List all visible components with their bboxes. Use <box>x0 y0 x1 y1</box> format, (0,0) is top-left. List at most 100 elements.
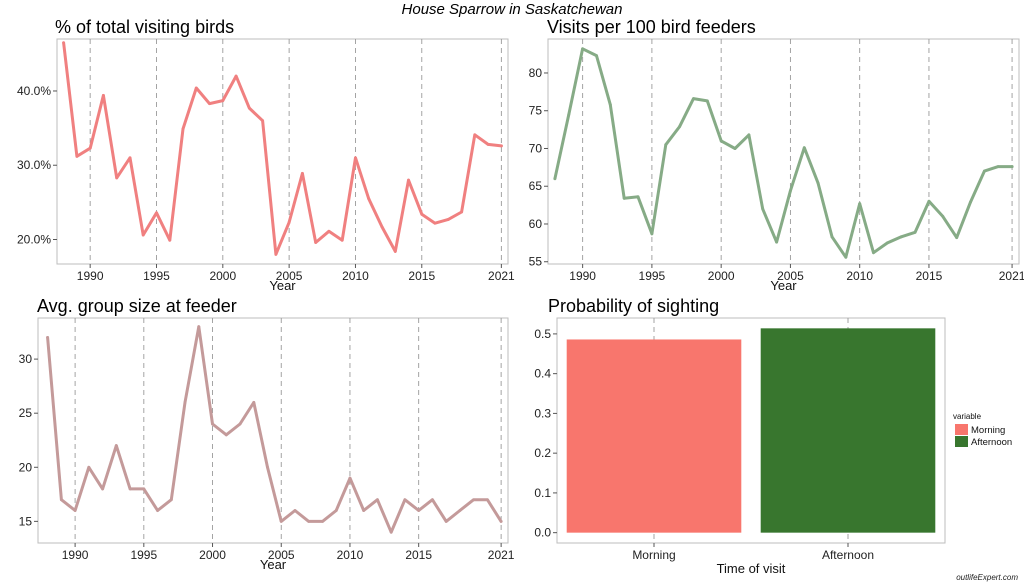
y-tick-label: 70 <box>529 141 543 155</box>
y-tick-label: 55 <box>529 255 543 269</box>
data-point <box>224 433 228 437</box>
x-axis-label: Year <box>269 278 296 293</box>
data-point <box>472 498 476 502</box>
data-point <box>380 225 384 229</box>
data-point <box>141 233 145 237</box>
series-line <box>62 41 503 256</box>
data-point <box>789 189 792 193</box>
data-point <box>221 99 225 103</box>
x-tick-label: 2015 <box>916 269 943 283</box>
legend-swatch <box>955 436 968 447</box>
data-point <box>142 487 146 491</box>
chart-title: Avg. group size at feeder <box>37 296 237 316</box>
data-point <box>393 249 397 253</box>
data-point <box>169 498 173 502</box>
x-tick-label: 1995 <box>639 269 666 283</box>
x-tick-label: 2010 <box>342 269 369 283</box>
data-point <box>775 240 778 244</box>
chart-grid: % of total visiting birds 20.0% 30.0% 40.0%… <box>17 17 1024 576</box>
y-tick-label: 60 <box>529 217 543 231</box>
bar-afternoon <box>760 328 936 533</box>
data-point <box>252 400 256 404</box>
legend-swatch <box>955 424 968 435</box>
data-point <box>274 252 278 256</box>
x-tick-label: 1990 <box>62 548 89 562</box>
data-point <box>622 196 626 200</box>
data-point <box>211 422 214 426</box>
data-point <box>460 210 463 214</box>
data-point <box>499 519 503 523</box>
data-point <box>719 139 723 143</box>
y-tick-label: 25 <box>19 406 33 420</box>
data-point <box>407 178 410 182</box>
plot-panel <box>547 38 1020 265</box>
data-point <box>194 86 198 90</box>
legend-label: Morning <box>971 425 1005 436</box>
data-point <box>420 212 424 216</box>
x-axis-label: Year <box>770 278 797 293</box>
data-point <box>927 199 931 203</box>
data-point <box>314 241 318 244</box>
chart-title: Visits per 100 bird feeders <box>547 17 756 37</box>
data-point <box>234 74 238 78</box>
y-tick-label: 80 <box>529 66 543 80</box>
legend-label: Afternoon <box>971 437 1012 448</box>
data-point <box>747 133 751 137</box>
x-tick-label: Afternoon <box>822 548 874 562</box>
data-point <box>114 444 118 448</box>
data-point <box>969 200 972 204</box>
data-point <box>115 176 119 180</box>
data-point <box>595 54 598 58</box>
x-tick-label: 2021 <box>999 269 1024 283</box>
x-tick-label: 2021 <box>488 269 515 283</box>
data-point <box>266 465 269 469</box>
data-point <box>88 146 92 150</box>
data-point <box>300 172 304 175</box>
data-point <box>238 422 242 426</box>
y-tick-label: 0.4 <box>534 367 551 381</box>
x-tick-label: 2015 <box>408 269 435 283</box>
data-point <box>899 235 903 239</box>
y-tick-label: 0.3 <box>534 406 551 420</box>
x-tick-label: 2010 <box>337 548 364 562</box>
data-point <box>499 144 503 148</box>
data-point <box>417 509 421 512</box>
data-point <box>844 255 848 259</box>
x-tick-label: 2015 <box>405 548 432 562</box>
data-point <box>75 154 79 158</box>
data-point <box>247 106 251 110</box>
y-tick-label: 65 <box>529 179 543 193</box>
x-tick-label: 2005 <box>268 548 295 562</box>
x-tick-label: 2010 <box>846 269 873 283</box>
chart-visits: Visits per 100 bird feeders 55 60 65 70 75 80 1… <box>529 17 1024 293</box>
chart-title: % of total visiting birds <box>55 17 234 37</box>
y-tick-label: 75 <box>529 104 543 118</box>
data-point <box>733 147 737 150</box>
data-point <box>181 127 185 131</box>
data-point <box>996 165 1000 169</box>
data-point <box>340 238 344 242</box>
data-point <box>362 509 366 512</box>
data-point <box>678 125 682 128</box>
data-point <box>982 169 986 173</box>
data-point <box>485 498 489 502</box>
x-tick-label: 2005 <box>777 269 804 283</box>
data-point <box>913 230 917 234</box>
x-tick-label: 2005 <box>276 269 303 283</box>
y-tick-label: 15 <box>19 514 33 528</box>
data-point <box>128 156 132 160</box>
bar-morning <box>566 339 742 533</box>
data-point <box>830 235 834 239</box>
data-point <box>376 498 379 502</box>
data-point <box>287 221 291 224</box>
data-point <box>650 232 654 236</box>
y-tick-label: 40.0% <box>17 84 51 98</box>
x-tick-label: 2000 <box>708 269 735 283</box>
series-line <box>46 325 503 534</box>
data-point <box>567 113 571 116</box>
x-tick-label: 2000 <box>199 548 226 562</box>
data-point <box>367 197 371 201</box>
y-tick-label: 30 <box>19 352 33 366</box>
data-point <box>389 530 393 534</box>
data-point <box>816 181 820 185</box>
